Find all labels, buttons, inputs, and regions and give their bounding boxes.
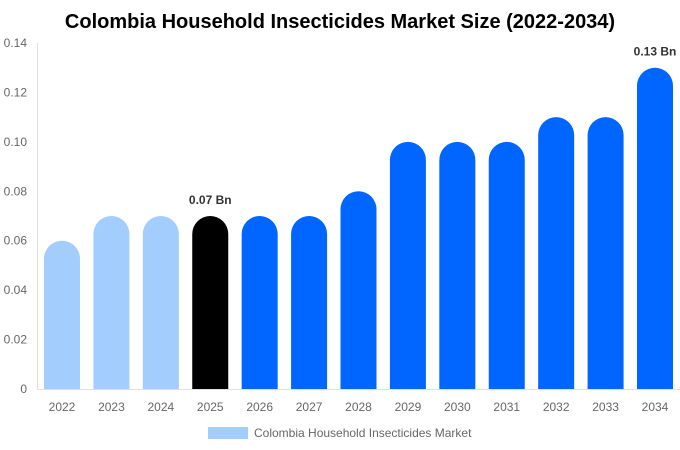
x-tick-label: 2026 [246, 400, 273, 414]
y-tick-label: 0.04 [4, 283, 28, 297]
x-tick-label: 2033 [592, 400, 619, 414]
x-tick-label: 2028 [345, 400, 372, 414]
y-tick-label: 0.06 [4, 234, 28, 248]
bar-2029[interactable] [389, 141, 426, 389]
legend-label[interactable]: Colombia Household Insecticides Market [254, 426, 472, 440]
x-tick-label: 2031 [493, 400, 520, 414]
bar-2025[interactable] [192, 216, 229, 389]
bar-2030[interactable] [439, 141, 476, 389]
bar-2032[interactable] [538, 117, 575, 389]
bar-2034[interactable] [637, 67, 673, 389]
x-tick-label: 2030 [444, 400, 471, 414]
bar-2028[interactable] [340, 191, 377, 389]
bar-2023[interactable] [93, 216, 130, 389]
x-tick-label: 2024 [147, 400, 174, 414]
x-tick-label: 2025 [197, 400, 224, 414]
bar-2024[interactable] [142, 216, 179, 389]
data-label: 0.07 Bn [189, 193, 232, 207]
x-tick-label: 2023 [98, 400, 125, 414]
x-tick-label: 2029 [395, 400, 422, 414]
x-tick-label: 2027 [296, 400, 323, 414]
y-tick-label: 0.12 [4, 85, 28, 99]
y-tick-label: 0.10 [4, 135, 28, 149]
y-tick-label: 0 [20, 382, 27, 396]
x-tick-label: 2032 [543, 400, 570, 414]
x-tick-label: 2034 [642, 400, 669, 414]
bar-2022[interactable] [44, 240, 80, 389]
bar-2031[interactable] [488, 141, 525, 389]
chart-title: Colombia Household Insecticides Market S… [65, 11, 615, 33]
data-label: 0.13 Bn [634, 45, 677, 59]
bar-2033[interactable] [587, 117, 624, 389]
y-tick-label: 0.14 [4, 36, 28, 50]
y-tick-label: 0.08 [4, 184, 28, 198]
y-tick-label: 0.02 [4, 333, 28, 347]
legend-swatch[interactable] [208, 427, 248, 439]
bar-2026[interactable] [241, 216, 278, 389]
x-tick-label: 2022 [49, 400, 76, 414]
bar-2027[interactable] [291, 216, 328, 389]
